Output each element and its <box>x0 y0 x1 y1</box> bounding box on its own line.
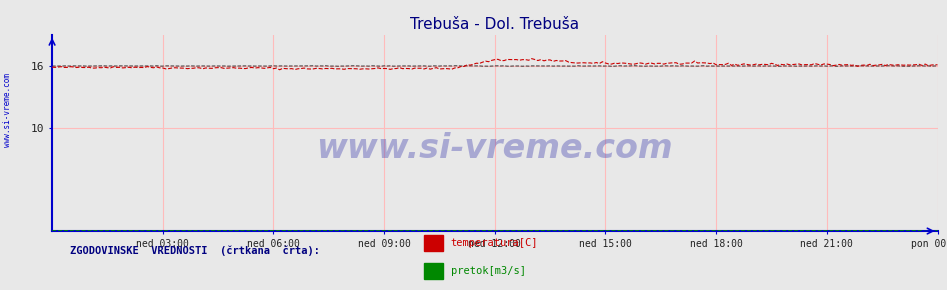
Title: Trebuša - Dol. Trebuša: Trebuša - Dol. Trebuša <box>410 17 580 32</box>
Bar <box>424 235 443 251</box>
Text: ZGODOVINSKE  VREDNOSTI  (črtkana  črta):: ZGODOVINSKE VREDNOSTI (črtkana črta): <box>70 245 320 255</box>
Text: www.si-vreme.com: www.si-vreme.com <box>316 132 673 165</box>
Text: pretok[m3/s]: pretok[m3/s] <box>451 266 526 276</box>
Text: temperatura[C]: temperatura[C] <box>451 238 538 248</box>
Bar <box>424 263 443 279</box>
Text: www.si-vreme.com: www.si-vreme.com <box>3 73 12 147</box>
